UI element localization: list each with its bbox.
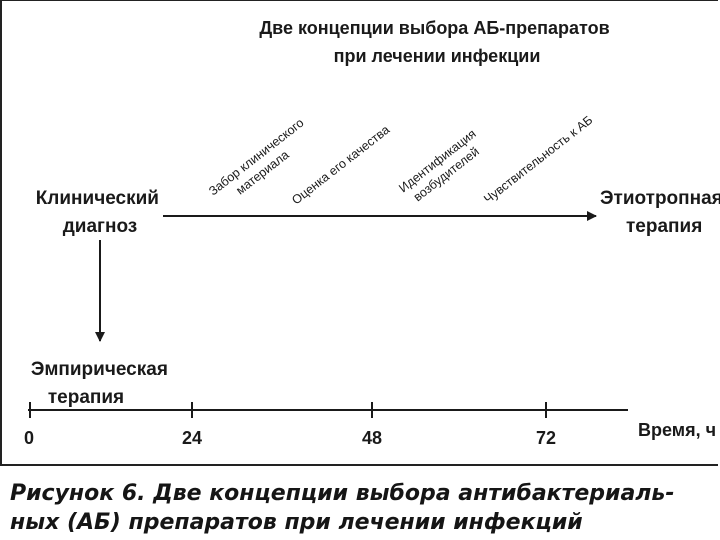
caption-line: ных (АБ) препаратов при лечении инфекций: [10, 510, 583, 535]
svg-text:Оценка его качества: Оценка его качества: [289, 123, 392, 208]
caption-line: Рисунок 6. Две концепции выбора антибакт…: [10, 481, 675, 506]
title-line: Две концепции выбора АБ-препаратов: [259, 18, 609, 38]
node-line: Клинический: [36, 188, 159, 209]
time-tick-label: 0: [24, 428, 34, 448]
time-axis: 0 24 48 72 Время, ч: [24, 402, 716, 448]
clinical-diagnosis-node: Клинический диагноз: [36, 188, 165, 237]
title-line: при лечении инфекции: [334, 46, 541, 66]
node-line: диагноз: [63, 216, 138, 237]
time-tick-label: 72: [536, 428, 556, 448]
step-quality-assessment: Оценка его качества: [289, 123, 392, 208]
node-line: Эмпирическая: [31, 359, 168, 380]
step-identification: Идентификация возбудителей: [396, 124, 491, 207]
diagram: Две концепции выбора АБ-препаратов при л…: [24, 18, 720, 448]
node-line: Этиотропная: [600, 188, 720, 209]
svg-text:Идентификация возбудител: Идентификация возбудителей: [396, 124, 491, 207]
time-tick-label: 24: [182, 428, 202, 448]
time-tick-label: 48: [362, 428, 382, 448]
time-axis-label: Время, ч: [638, 420, 716, 440]
step-line: Оценка его качества: [289, 123, 392, 208]
diagram-title: Две концепции выбора АБ-препаратов при л…: [259, 18, 614, 66]
empirical-therapy-node: Эмпирическая терапия: [31, 359, 173, 408]
node-line: терапия: [48, 387, 124, 408]
svg-text:Чувствительность к АБ: Чувствительность к АБ: [481, 113, 595, 206]
figure-caption: Рисунок 6. Две концепции выбора антибакт…: [10, 479, 718, 537]
step-line: Чувствительность к АБ: [481, 113, 595, 206]
node-line: терапия: [626, 216, 702, 237]
figure-frame: [0, 0, 718, 466]
step-ab-sensitivity: Чувствительность к АБ: [481, 113, 595, 206]
etiotropic-therapy-node: Этиотропная терапия: [600, 188, 720, 237]
